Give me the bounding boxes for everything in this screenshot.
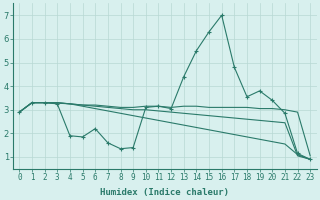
X-axis label: Humidex (Indice chaleur): Humidex (Indice chaleur) bbox=[100, 188, 229, 197]
